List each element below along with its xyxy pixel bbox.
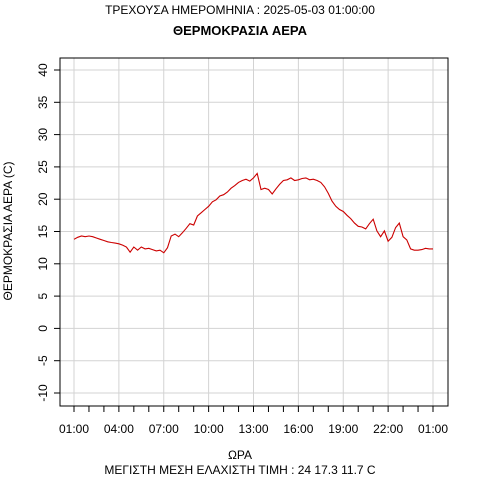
x-tick-label: 01:00 xyxy=(59,422,89,436)
y-tick-label: -5 xyxy=(36,355,50,366)
x-tick-label: 19:00 xyxy=(328,422,358,436)
y-tick-label: 20 xyxy=(36,192,50,206)
x-tick-label: 07:00 xyxy=(149,422,179,436)
y-tick-label: 10 xyxy=(36,257,50,271)
current-date-line: ΤΡΕΧΟΥΣΑ ΗΜΕΡΟΜΗΝΙΑ : 2025-05-03 01:00:0… xyxy=(105,3,375,17)
y-tick-label: 30 xyxy=(36,128,50,142)
chart-title: ΘΕΡΜΟΚΡΑΣΙΑ ΑΕΡΑ xyxy=(173,23,307,38)
grid-layer xyxy=(60,58,448,406)
temperature-series-line xyxy=(73,172,433,254)
y-tick-label: 25 xyxy=(36,160,50,174)
y-tick-label: -10 xyxy=(36,384,50,402)
x-axis-label: ΩΡΑ xyxy=(227,448,253,462)
x-tick-label: 01:00 xyxy=(418,422,448,436)
summary-line: ΜΕΓΙΣΤΗ ΜΕΣΗ ΕΛΑΧΙΣΤΗ ΤΙΜΗ : 24 17.3 11.… xyxy=(104,463,376,477)
y-tick-label: 40 xyxy=(36,63,50,77)
x-tick-label: 04:00 xyxy=(104,422,134,436)
y-tick-label: 5 xyxy=(36,292,50,299)
x-tick-label: 10:00 xyxy=(194,422,224,436)
series-layer xyxy=(73,172,433,254)
x-tick-label: 22:00 xyxy=(373,422,403,436)
x-tick-label: 16:00 xyxy=(283,422,313,436)
y-tick-label: 15 xyxy=(36,225,50,239)
y-tick-label: 0 xyxy=(36,325,50,332)
y-tick-label: 35 xyxy=(36,95,50,109)
axes-layer: -10 -5 0 5 10 15 20 25 30 35 40 01:00 04:00 07:00 10:0… xyxy=(36,63,448,436)
x-tick-label: 13:00 xyxy=(238,422,268,436)
